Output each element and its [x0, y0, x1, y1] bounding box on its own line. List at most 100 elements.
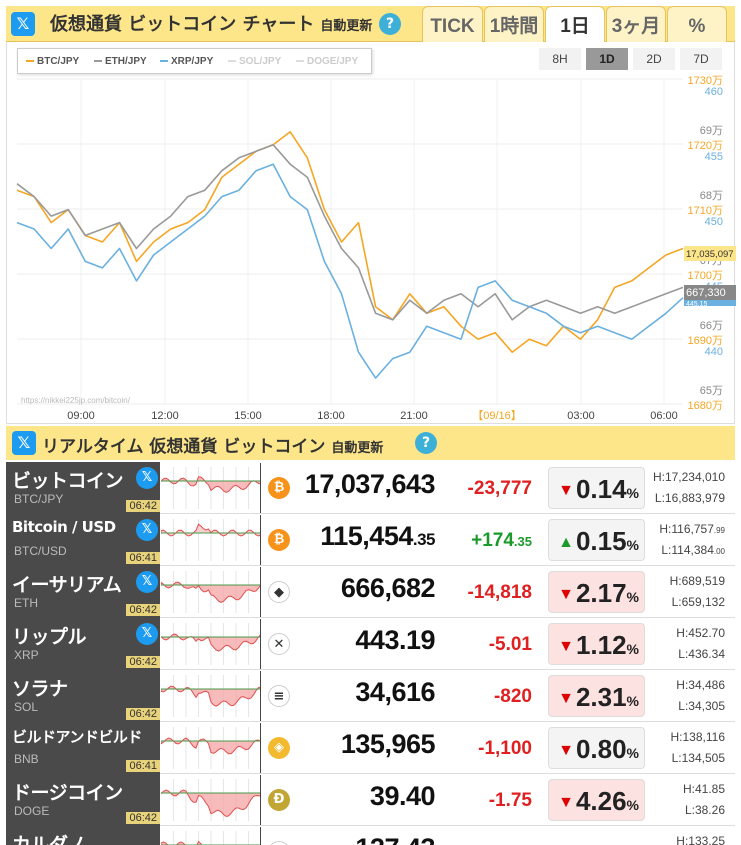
range-2d[interactable]: 2D [633, 48, 675, 70]
sparkline-chart[interactable] [161, 723, 261, 773]
x-share-icon[interactable]: 𝕏 [136, 623, 158, 645]
percent-change-badge: ▼2.17% [548, 571, 645, 613]
realtime-title-text: リアルタイム 仮想通貨 ビットコイン [42, 437, 326, 457]
update-time: 06:42 [126, 500, 160, 512]
x-share-icon[interactable]: 𝕏 [136, 519, 158, 541]
price-row[interactable]: ビットコイン BTC/JPY 06:42 𝕏 ₿ 17,037,643 -23,777 ▼0.… [6, 462, 735, 514]
price-row[interactable]: ソラナ SOL 06:42 ≡ 34,616 -820 ▼2.31% H:34,486 L:34… [6, 670, 735, 722]
coin-name-cell[interactable]: イーサリアム ETH 06:42 𝕏 [6, 566, 160, 618]
coin-name[interactable]: ドージコイン [12, 782, 123, 804]
day-high: H:138,116 [670, 730, 726, 744]
day-low: L:134,505 [671, 751, 725, 765]
tab-3months[interactable]: 3ヶ月 [606, 6, 666, 42]
coin-name[interactable]: リップル [12, 626, 87, 648]
update-time: 06:42 [126, 708, 160, 720]
eth-axis-label: 65万 [700, 385, 723, 397]
legend-sol[interactable]: SOL/JPY [228, 56, 281, 67]
tab-1hour[interactable]: 1時間 [484, 6, 544, 42]
sparkline-chart[interactable] [161, 619, 261, 669]
current-price: 135,965 [340, 729, 436, 759]
coin-name-cell[interactable]: ソラナ SOL 06:42 [6, 670, 160, 722]
help-icon[interactable]: ? [379, 13, 401, 35]
day-high: H:17,234,010 [652, 470, 725, 484]
coin-name-cell[interactable]: カルダノ [6, 826, 160, 845]
sparkline-area [161, 841, 260, 845]
price-change: -820 [493, 686, 532, 707]
update-time: 06:42 [126, 812, 160, 824]
series-line-btc-jpy [16, 131, 684, 354]
legend-eth[interactable]: ETH/JPY [94, 56, 147, 67]
x-logo-icon[interactable]: 𝕏 [11, 12, 35, 36]
range-8h[interactable]: 8H [539, 48, 581, 70]
price-row[interactable]: ビルドアンドビルド BNB 06:41 ◈ 135,965 -1,100 ▼0.80% H:1… [6, 722, 735, 774]
tab-percent[interactable]: % [667, 6, 727, 42]
percent-change: ▼0.80% [558, 734, 639, 764]
price-row[interactable]: Bitcoin / USD BTC/USD 06:41 𝕏 ₿ 115,454.35 +17… [6, 514, 735, 566]
chart-title-text: 仮想通貨 ビットコイン チャート [50, 14, 315, 35]
cardano-icon: ✻ [268, 841, 290, 845]
coin-name[interactable]: Bitcoin / USD [12, 518, 116, 536]
eth-axis-label: 69万 [700, 125, 723, 137]
x-logo-icon[interactable]: 𝕏 [12, 431, 36, 455]
btc-axis-label: 1730万 [688, 75, 723, 87]
sparkline-chart[interactable] [161, 671, 261, 721]
sparkline-chart[interactable] [161, 827, 261, 845]
auto-update-label: 自動更新 [331, 441, 384, 456]
coin-name[interactable]: イーサリアム [12, 574, 122, 596]
current-price: 115,454.35 [320, 521, 435, 551]
x-tick-label: 09:00 [67, 410, 95, 422]
range-7d[interactable]: 7D [680, 48, 722, 70]
tab-1day[interactable]: 1日 [545, 6, 605, 44]
help-icon[interactable]: ? [415, 432, 437, 454]
sparkline-area [161, 582, 260, 603]
percent-change-badge: ▼0.14% [548, 467, 645, 509]
tab-tick[interactable]: TICK [422, 6, 483, 42]
coin-name[interactable]: ビルドアンドビルド [12, 728, 142, 746]
arrow-down-icon: ▼ [558, 586, 574, 604]
x-tick-label: 15:00 [234, 410, 262, 422]
percent-change-badge: ▲0.15% [548, 519, 645, 561]
legend-btc[interactable]: BTC/JPY [26, 56, 79, 67]
coin-name-cell[interactable]: リップル XRP 06:42 𝕏 [6, 618, 160, 670]
update-time: 06:42 [126, 604, 160, 616]
chart-legend: BTC/JPY ETH/JPY XRP/JPY SOL/JPY DOGE/JPY [17, 48, 372, 74]
sparkline-chart[interactable] [161, 567, 261, 617]
coin-name-cell[interactable]: ビルドアンドビルド BNB 06:41 [6, 722, 160, 774]
day-high: H:116,757.99 [659, 522, 725, 536]
coin-name[interactable]: ソラナ [12, 678, 68, 700]
price-row[interactable]: イーサリアム ETH 06:42 𝕏 ◆ 666,682 -14,818 ▼2.17% H:68… [6, 566, 735, 618]
sparkline-chart[interactable] [161, 775, 261, 825]
sparkline-line [161, 581, 260, 603]
x-share-icon[interactable]: 𝕏 [136, 571, 158, 593]
eth-last-label: 667,330 [686, 287, 726, 299]
range-1d[interactable]: 1D [586, 48, 628, 70]
x-tick-label: 03:00 [567, 410, 595, 422]
day-high: H:452.70 [676, 626, 725, 640]
coin-name[interactable]: ビットコイン [12, 470, 124, 492]
dogecoin-icon: Ð [268, 789, 290, 811]
price-row[interactable]: カルダノ ✻ 127.43 H:133.25 [6, 826, 735, 845]
solana-icon: ≡ [268, 685, 290, 707]
price-change: -1.75 [488, 790, 532, 811]
sparkline-chart[interactable] [161, 463, 261, 513]
coin-name-cell[interactable]: ビットコイン BTC/JPY 06:42 𝕏 [6, 462, 160, 514]
price-row[interactable]: ドージコイン DOGE 06:42 Ð 39.40 -1.75 ▼4.26% H:41.85 L… [6, 774, 735, 826]
coin-name[interactable]: カルダノ [12, 834, 86, 845]
price-change: -14,818 [467, 582, 532, 603]
day-low: L:16,883,979 [654, 491, 725, 505]
auto-update-label: 自動更新 [320, 19, 373, 34]
day-high: H:689,519 [669, 574, 725, 588]
xrp-icon: ✕ [268, 633, 290, 655]
coin-name-cell[interactable]: Bitcoin / USD BTC/USD 06:41 𝕏 [6, 514, 160, 566]
current-price: 443.19 [355, 625, 435, 655]
sparkline-chart[interactable] [161, 515, 261, 565]
x-share-icon[interactable]: 𝕏 [136, 467, 158, 489]
legend-xrp[interactable]: XRP/JPY [160, 56, 213, 67]
legend-doge[interactable]: DOGE/JPY [296, 56, 358, 67]
update-time: 06:41 [126, 760, 160, 772]
price-row[interactable]: リップル XRP 06:42 𝕏 ✕ 443.19 -5.01 ▼1.12% H:452.70 L… [6, 618, 735, 670]
coin-name-cell[interactable]: ドージコイン DOGE 06:42 [6, 774, 160, 826]
arrow-up-icon: ▲ [558, 534, 574, 552]
x-tick-label: 12:00 [151, 410, 179, 422]
sparkline-area [161, 686, 260, 707]
